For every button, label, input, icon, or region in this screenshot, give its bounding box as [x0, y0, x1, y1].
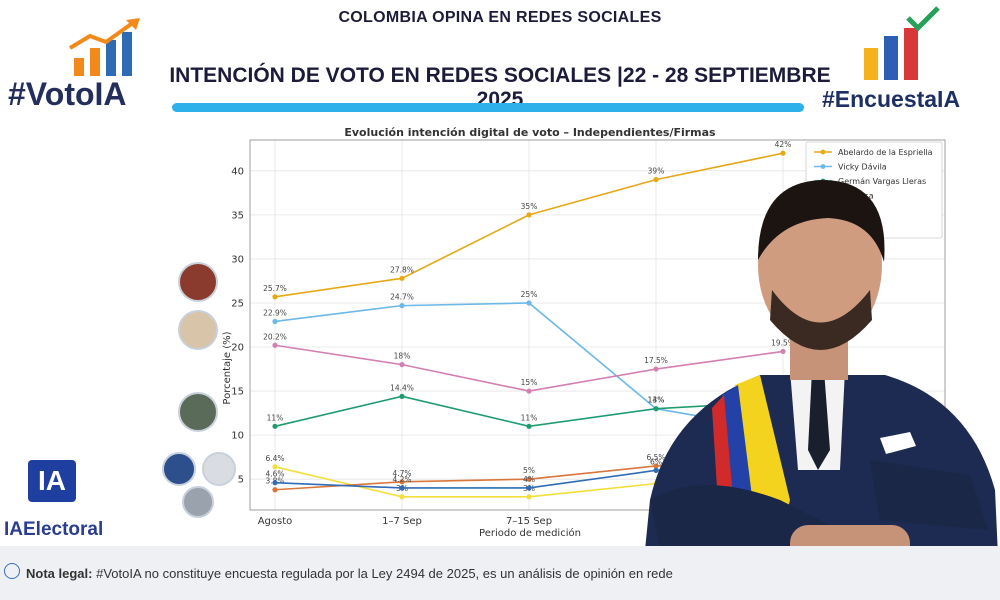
- checkmark-bars-icon: [864, 6, 940, 80]
- brand-hashtag-right: #EncuestaIA: [822, 86, 961, 112]
- chart-title: Evolución intención digital de voto – In…: [344, 126, 716, 139]
- plot-frame: [249, 139, 946, 511]
- data-label: 6%: [650, 457, 662, 466]
- data-label: 6.5%: [646, 453, 665, 462]
- data-label: 14.4%: [390, 383, 414, 392]
- data-point: [399, 275, 405, 281]
- data-label: 20.2%: [263, 332, 287, 341]
- data-label: 4.7%: [392, 469, 411, 478]
- legend-entry: Germán Vargas Lleras: [838, 177, 926, 186]
- y-tick-label: 25: [231, 298, 244, 309]
- data-label: 4.6%: [265, 470, 284, 479]
- report-kicker: COLOMBIA OPINA EN REDES SOCIALES: [338, 9, 662, 26]
- x-axis-label: Periodo de medición: [479, 527, 581, 539]
- data-label: 5%: [523, 466, 535, 475]
- candidate-avatar-5: [202, 452, 236, 486]
- globe-icon: [4, 563, 20, 579]
- y-tick-label: 5: [238, 475, 244, 486]
- candidate-avatar-abelardo: [178, 262, 218, 302]
- data-label: 18%: [394, 352, 411, 361]
- candidate-avatar-vicky: [178, 310, 218, 350]
- data-point: [272, 294, 278, 300]
- featured-candidate-photo: [640, 180, 1000, 600]
- data-point: [399, 485, 405, 491]
- data-point: [653, 366, 659, 372]
- data-label: 13%: [648, 396, 665, 405]
- candidate-avatar-6: [182, 486, 214, 518]
- data-point: [399, 393, 405, 399]
- data-point: [399, 303, 405, 309]
- data-label: 39%: [648, 167, 665, 176]
- data-point: [653, 463, 659, 469]
- y-tick-label: 30: [231, 254, 244, 265]
- legal-note: Nota legal: #VotoIA no constituye encues…: [26, 566, 673, 581]
- data-point: [653, 467, 659, 473]
- data-point: [526, 300, 532, 306]
- data-label: 14%: [648, 396, 665, 405]
- title-underline-bar: [172, 103, 804, 112]
- data-point: [526, 494, 532, 500]
- legal-note-label: Nota legal:: [26, 566, 93, 581]
- data-point: [272, 464, 278, 470]
- data-point: [526, 388, 532, 394]
- candidate-avatar-4: [162, 452, 196, 486]
- data-label: 4%: [523, 475, 535, 484]
- data-label: 4.2%: [392, 475, 411, 484]
- data-point: [526, 476, 532, 482]
- data-label: 42%: [775, 140, 792, 149]
- data-label: 25%: [521, 290, 538, 299]
- data-point: [399, 494, 405, 500]
- data-label: 17.5%: [644, 356, 668, 365]
- brand-hashtag-left: #VotoIA: [8, 76, 127, 112]
- data-point: [653, 177, 659, 183]
- data-label: 6.4%: [265, 454, 284, 463]
- y-tick-label: 10: [231, 431, 244, 442]
- data-point: [272, 423, 278, 429]
- y-tick-label: 15: [231, 387, 244, 398]
- data-point: [526, 485, 532, 491]
- legend-marker: [820, 164, 826, 169]
- data-label: 25.7%: [263, 284, 287, 293]
- x-tick-label: 1–7 Sep: [382, 516, 422, 527]
- data-point: [399, 479, 405, 485]
- data-point: [272, 487, 278, 493]
- data-label: 22.9%: [263, 308, 287, 317]
- ia-logo-mark: IA: [28, 460, 76, 502]
- footer-bar: [0, 546, 1000, 600]
- data-point: [272, 480, 278, 486]
- legend-entry: Vicky Dávila: [838, 163, 887, 172]
- data-label: 35%: [521, 202, 538, 211]
- data-point: [653, 406, 659, 412]
- data-label: 15%: [521, 378, 538, 387]
- data-label: 24.7%: [390, 293, 414, 302]
- data-label: 11%: [267, 413, 284, 422]
- data-point: [272, 318, 278, 325]
- candidate-avatar-german: [178, 392, 218, 432]
- legal-note-text: #VotoIA no constituye encuesta regulada …: [96, 566, 673, 581]
- data-label: 19.5%: [771, 338, 795, 347]
- legend-marker: [820, 149, 826, 155]
- y-axis-label: Porcentaje (%): [222, 331, 233, 404]
- legend-entry: Abelardo de la Espriella: [838, 148, 933, 157]
- data-point: [399, 362, 405, 368]
- data-point: [526, 212, 532, 218]
- y-tick-label: 40: [231, 166, 244, 177]
- x-tick-label: Agosto: [258, 516, 293, 527]
- data-label: 11%: [521, 413, 538, 422]
- data-point: [780, 150, 786, 156]
- y-tick-label: 35: [231, 210, 244, 221]
- data-point: [272, 342, 278, 348]
- ia-logo-name: IAElectoral: [4, 519, 104, 540]
- y-tick-label: 20: [231, 343, 244, 354]
- x-tick-label: 7–15 Sep: [506, 516, 552, 527]
- data-point: [780, 348, 786, 355]
- growth-chart-icon: [68, 18, 140, 76]
- data-point: [526, 423, 532, 429]
- data-label: 27.8%: [390, 265, 414, 274]
